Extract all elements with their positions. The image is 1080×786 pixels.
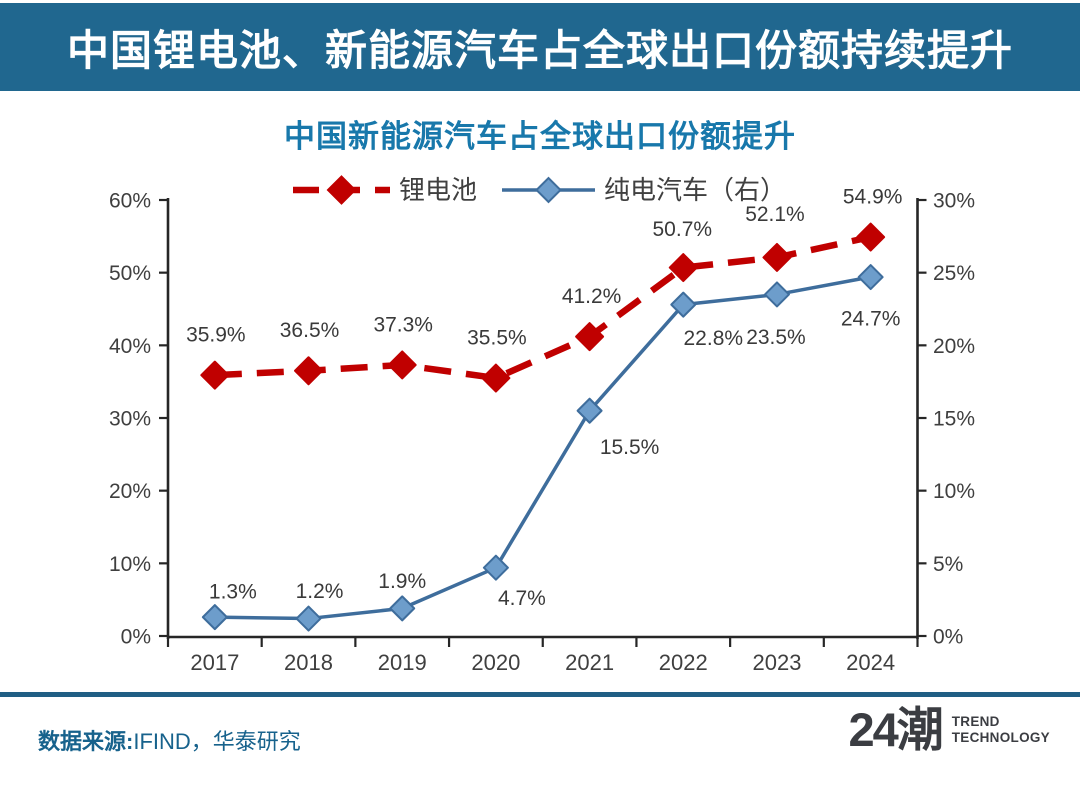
x-axis-label-2024: 2024 — [846, 650, 895, 675]
x-axis-label-2022: 2022 — [659, 650, 708, 675]
y-axis-right-tick-label: 25% — [933, 262, 975, 285]
series-marker-0-2019 — [387, 350, 417, 380]
series-line-1 — [214, 275, 871, 621]
source-text: IFIND，华泰研究 — [133, 729, 301, 754]
data-label-1-2022: 22.8% — [684, 327, 744, 350]
y-axis-left-tick-label: 50% — [109, 262, 151, 285]
y-axis-right-tick-label: 0% — [933, 626, 963, 649]
footer-separator-line — [0, 692, 1080, 697]
data-label-0-2018: 36.5% — [280, 319, 340, 342]
y-axis-left-tick-label: 20% — [109, 480, 151, 503]
series-marker-0-2017 — [200, 360, 230, 390]
y-axis-right-tick-label: 10% — [933, 480, 975, 503]
series-marker-0-2022 — [668, 253, 698, 283]
y-axis-left-tick-label: 60% — [109, 190, 151, 213]
legend-label-1: 纯电汽车（右） — [604, 175, 786, 205]
series-marker-1-2024 — [857, 264, 884, 291]
x-axis-label-2021: 2021 — [565, 650, 614, 675]
chart-title: 中国新能源汽车占全球出口份额提升 — [284, 119, 796, 154]
legend-label-0: 锂电池 — [399, 175, 477, 205]
legend-marker-0 — [326, 175, 357, 205]
y-axis-right-tick-label: 30% — [933, 190, 975, 213]
data-label-1-2023: 23.5% — [746, 326, 806, 349]
data-label-1-2021: 15.5% — [600, 436, 660, 459]
data-label-0-2022: 50.7% — [653, 218, 713, 241]
series-marker-0-2021 — [575, 322, 605, 352]
series-marker-1-2019 — [389, 595, 416, 622]
data-label-0-2023: 52.1% — [745, 203, 805, 226]
series-marker-0-2020 — [481, 363, 511, 393]
series-marker-1-2020 — [482, 554, 509, 581]
series-marker-0-2023 — [762, 242, 792, 272]
data-label-1-2019: 1.9% — [378, 570, 426, 593]
y-axis-right-tick-label: 15% — [933, 408, 975, 431]
logo-mark: 24潮 — [848, 703, 943, 756]
data-label-0-2021: 41.2% — [562, 285, 622, 308]
series-marker-1-2017 — [201, 604, 228, 631]
data-label-0-2019: 37.3% — [373, 313, 433, 336]
logo-text-line1: TREND — [951, 713, 1000, 729]
logo: 24潮 TREND TECHNOLOGY — [848, 706, 1050, 753]
logo-text: TREND TECHNOLOGY — [952, 714, 1050, 745]
y-axis-right-tick-label: 20% — [933, 335, 975, 358]
y-axis-left-tick-label: 30% — [109, 408, 151, 431]
x-axis-label-2017: 2017 — [190, 650, 239, 675]
y-axis-left-tick-label: 0% — [121, 626, 151, 649]
series-marker-1-2021 — [576, 397, 603, 424]
legend-marker-1 — [535, 176, 562, 204]
source-label: 数据来源: — [38, 729, 134, 754]
x-axis-label-2019: 2019 — [378, 650, 427, 675]
source-note: 数据来源:IFIND，华泰研究 — [38, 724, 301, 756]
series-marker-1-2022 — [670, 291, 697, 318]
series-marker-1-2018 — [295, 605, 322, 632]
series-marker-0-2024 — [856, 222, 886, 252]
data-label-0-2017: 35.9% — [186, 324, 246, 347]
logo-text-line2: TECHNOLOGY — [951, 729, 1050, 745]
y-axis-left-tick-label: 40% — [109, 335, 151, 358]
data-label-1-2018: 1.2% — [296, 580, 344, 603]
data-label-0-2024: 54.9% — [843, 185, 903, 208]
series-marker-0-2018 — [294, 356, 324, 386]
x-axis-label-2018: 2018 — [284, 650, 333, 675]
series-line-0 — [214, 233, 872, 382]
banner-title: 中国锂电池、新能源汽车占全球出口份额持续提升 — [0, 3, 1080, 91]
data-label-1-2017: 1.3% — [209, 581, 257, 604]
x-axis-label-2020: 2020 — [471, 650, 520, 675]
series-marker-1-2023 — [763, 281, 790, 308]
data-label-0-2020: 35.5% — [467, 326, 527, 349]
data-label-1-2020: 4.7% — [498, 587, 546, 610]
y-axis-left-tick-label: 10% — [109, 553, 151, 576]
y-axis-right-tick-label: 5% — [933, 553, 963, 576]
data-label-1-2024: 24.7% — [841, 307, 901, 330]
x-axis-label-2023: 2023 — [752, 650, 801, 675]
